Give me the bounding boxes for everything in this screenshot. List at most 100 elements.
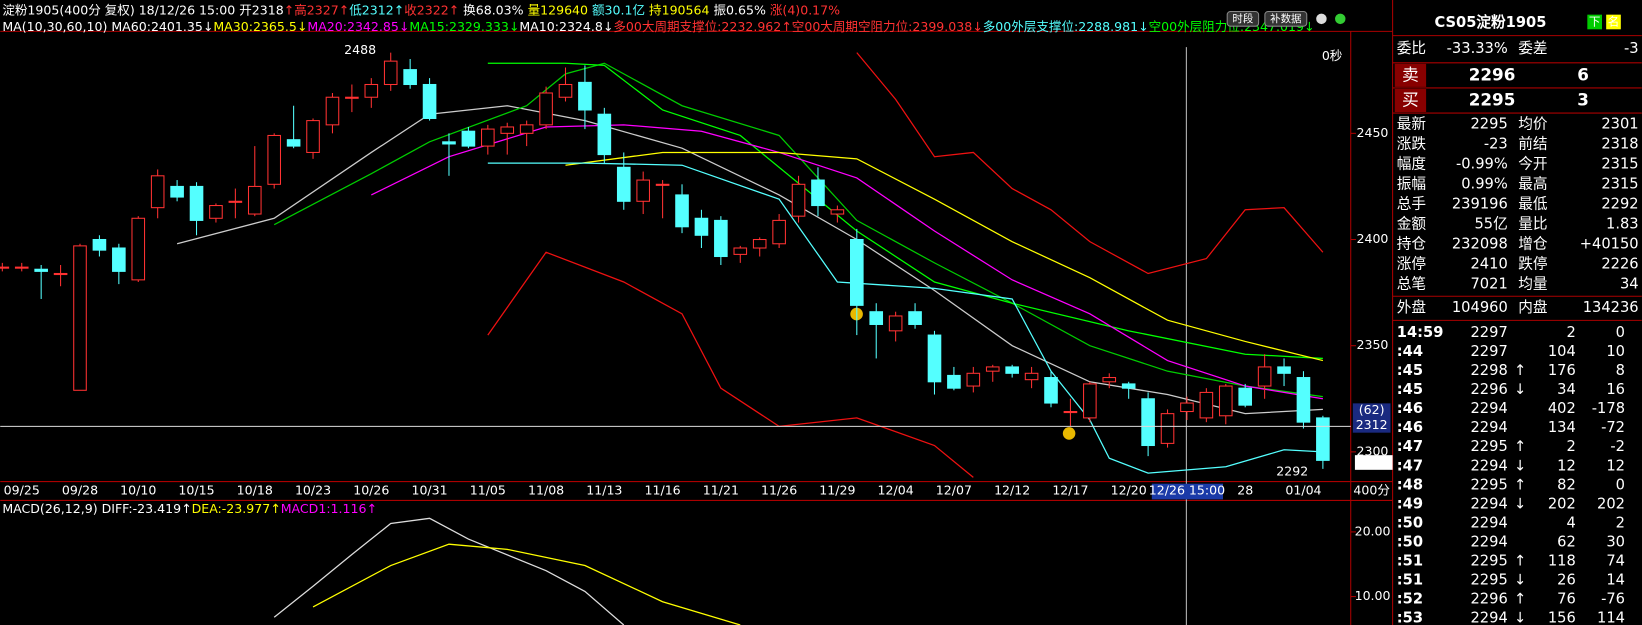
tick-volume: 4 xyxy=(1566,514,1575,531)
quote-name: 淀粉1905 xyxy=(1476,13,1546,31)
quote-panel: CS05 淀粉1905 下名委比 -33.33% 委差 -3 卖 2296 6 买 2295 3 最新 2… xyxy=(1394,13,1639,625)
candle-body xyxy=(1257,366,1272,387)
candle-body xyxy=(655,183,670,186)
candle-body xyxy=(92,238,107,251)
period-label: 400分 xyxy=(1353,482,1390,497)
candle-body xyxy=(1218,385,1233,417)
quote-button-label[interactable]: 下 xyxy=(1589,14,1601,28)
smiley xyxy=(1062,427,1076,440)
tick-change: 74 xyxy=(1606,553,1625,570)
candle-body xyxy=(791,183,806,217)
tick-volume: 2 xyxy=(1566,438,1575,455)
indicator-line xyxy=(487,251,974,478)
x-tick-label: 10/15 xyxy=(178,482,214,497)
stat-value: 2315 xyxy=(1601,176,1638,193)
candle-body xyxy=(888,315,903,332)
status-segment: MACD1:1.116↑ xyxy=(281,500,377,515)
candle-body xyxy=(1160,413,1175,444)
tick-price: 2294 xyxy=(1471,495,1508,512)
tick-change: 14 xyxy=(1606,572,1625,589)
status-segment: MA10:2324.8↓ xyxy=(519,19,613,34)
stat-label: 幅度 xyxy=(1397,156,1427,173)
y-tick-label: 20.00 xyxy=(1355,523,1391,538)
stat-label: 总手 xyxy=(1397,196,1426,213)
stat-label: 外盘 xyxy=(1397,298,1426,316)
quote-button[interactable] xyxy=(1587,14,1602,30)
tick-arrow: ↓ xyxy=(1514,610,1526,625)
status-segment: 换68.03% xyxy=(459,2,527,17)
tick-time: :50 xyxy=(1397,514,1423,531)
stat-label: 涨跌 xyxy=(1397,136,1427,153)
candle-body xyxy=(1083,383,1097,419)
candle-body xyxy=(714,219,728,258)
x-tick-label: 09/28 xyxy=(62,482,98,497)
candle-body xyxy=(985,366,1000,372)
tick-time: :48 xyxy=(1397,476,1423,493)
status-segment: 空00大周期空阻力位:2399.038↓ xyxy=(792,19,983,34)
stat-label: 振幅 xyxy=(1397,176,1426,193)
stat-label: 均价 xyxy=(1518,116,1548,133)
tick-change: -2 xyxy=(1610,438,1625,455)
status-segment: MACD(26,12,9) DIFF:-23.419↑ xyxy=(2,500,191,515)
y-tick-label: 2350 xyxy=(1356,337,1388,352)
candle-body xyxy=(1316,417,1330,461)
candle-body xyxy=(1277,366,1291,374)
timer: 0秒 xyxy=(1322,48,1343,63)
indicator-line xyxy=(856,52,1324,275)
cursor-price: 2312 xyxy=(1356,417,1388,432)
stat-label: 跌停 xyxy=(1518,256,1547,273)
tick-time: :51 xyxy=(1397,572,1423,589)
toolbar-label[interactable]: 时段 xyxy=(1232,12,1253,25)
y-tick-label: 2300 xyxy=(1356,443,1388,458)
stat-value: 2410 xyxy=(1471,256,1508,273)
tick-volume: 76 xyxy=(1557,591,1576,608)
stat-value: 7021 xyxy=(1471,276,1508,293)
quote-button[interactable] xyxy=(1606,14,1621,30)
tick-volume: 62 xyxy=(1557,534,1576,551)
candle-body xyxy=(170,185,184,198)
tick-volume: 118 xyxy=(1548,553,1576,570)
toolbar-label[interactable]: 补数据 xyxy=(1270,12,1301,25)
status-segment: ↑ xyxy=(284,2,295,17)
book-volume: 3 xyxy=(1577,90,1589,110)
x-tick-label: 11/16 xyxy=(645,482,681,497)
last-price: 2295 xyxy=(1358,454,1390,469)
stat-value: 2226 xyxy=(1601,256,1638,273)
candle-body xyxy=(1238,387,1253,406)
indicator-line xyxy=(273,62,1323,398)
candle-body xyxy=(772,219,786,245)
icon[interactable] xyxy=(1335,13,1346,25)
tick-arrow: ↓ xyxy=(1514,572,1526,589)
tick-volume: 176 xyxy=(1548,362,1576,379)
book-side: 买 xyxy=(1402,90,1419,110)
quote-button-label[interactable]: 名 xyxy=(1608,14,1620,28)
status-text: MACD(26,12,9) DIFF:-23.419↑DEA:-23.977↑M… xyxy=(2,500,377,515)
candle-body xyxy=(966,372,981,387)
candle-body xyxy=(189,185,204,221)
x-tick-label: 11/29 xyxy=(819,482,855,497)
tick-time: :47 xyxy=(1397,457,1423,474)
candle-body xyxy=(1296,377,1311,423)
icon[interactable] xyxy=(1316,13,1327,25)
candle-body xyxy=(1024,372,1039,381)
tick-price: 2294 xyxy=(1471,400,1508,417)
x-tick-label: 10/31 xyxy=(411,482,447,497)
toolbar-button[interactable] xyxy=(1226,10,1260,27)
book-volume: 6 xyxy=(1577,64,1589,84)
stat-value: 104960 xyxy=(1452,299,1508,316)
stat-value: 232098 xyxy=(1452,236,1508,253)
tick-price: 2297 xyxy=(1471,324,1508,341)
tick-arrow: ↓ xyxy=(1514,495,1526,512)
candle-body xyxy=(1141,398,1155,447)
toolbar-button[interactable] xyxy=(1264,10,1308,27)
status-segment: DEA:-23.977↑ xyxy=(192,500,281,515)
book-side-bg xyxy=(1394,88,1427,113)
candle-body xyxy=(286,139,301,147)
stat-value: 2315 xyxy=(1601,156,1638,173)
stat-label: 最高 xyxy=(1518,176,1547,193)
candle-body xyxy=(306,120,320,153)
tick-volume: 104 xyxy=(1548,343,1576,360)
tick-time: :45 xyxy=(1397,381,1423,398)
status-segment: 持190564 xyxy=(649,2,713,17)
candle-body xyxy=(597,113,612,156)
